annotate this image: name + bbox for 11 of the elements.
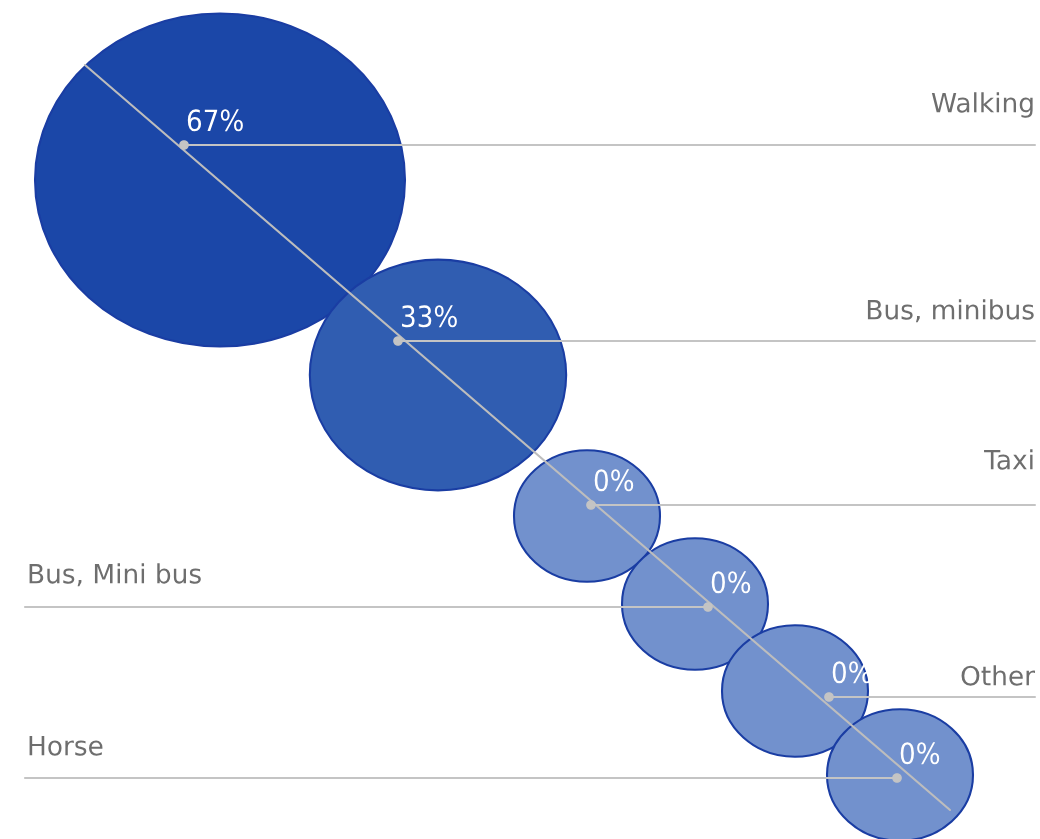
data-label: 33% [402,305,457,328]
category-label: Bus, minibus [867,299,1034,323]
category-label: Bus, Mini bus [29,563,201,587]
data-label: 0% [900,742,940,765]
category-label: Other [961,665,1035,686]
data-label: 0% [594,469,634,492]
category-label: Horse [29,736,103,756]
data-label: 67% [187,109,243,132]
data-label: 0% [711,571,751,594]
category-label: Taxi [984,449,1033,470]
category-label: Walking [931,92,1033,118]
